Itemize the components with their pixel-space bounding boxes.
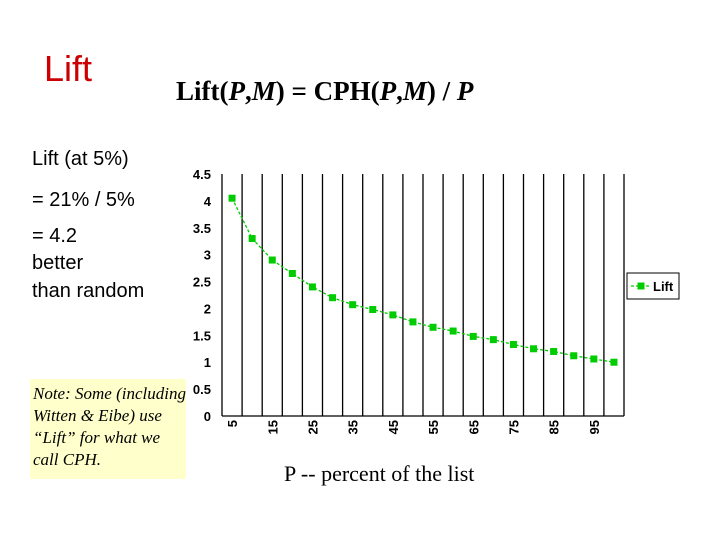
- data-point: [228, 194, 236, 202]
- chart-legend: Lift: [626, 272, 680, 300]
- x-tick-label: 65: [466, 420, 481, 434]
- note-box: Note: Some (including Witten & Eibe) use…: [30, 379, 186, 479]
- calc-line-ratio: = 21% / 5%: [32, 189, 135, 211]
- x-tick-label: 85: [547, 420, 562, 434]
- x-tick-label: 35: [346, 420, 361, 434]
- x-tick-label: 75: [506, 420, 521, 434]
- legend-box: [626, 272, 680, 300]
- x-tick-label: 95: [587, 420, 602, 434]
- y-tick-label: 4: [204, 194, 212, 209]
- data-point: [530, 345, 538, 353]
- y-tick-label: 1.5: [193, 328, 211, 343]
- x-axis-ticks: 5 15 25 35 45 55 65 75 85 95: [225, 420, 602, 434]
- calc-line-result: = 4.2: [32, 225, 78, 247]
- data-point: [489, 336, 497, 344]
- x-axis-caption: P -- percent of the list: [284, 461, 475, 486]
- data-point: [449, 327, 457, 335]
- data-point: [409, 318, 417, 326]
- y-tick-label: 0: [204, 409, 211, 424]
- formula-var-p-3: P: [456, 76, 474, 106]
- data-point: [248, 235, 256, 243]
- data-point: [308, 283, 316, 291]
- data-point: [369, 306, 377, 314]
- data-point: [509, 340, 517, 348]
- lift-series: [228, 194, 618, 366]
- data-point: [570, 352, 578, 360]
- data-point: [349, 301, 357, 309]
- y-tick-label: 1: [204, 355, 211, 370]
- formula-var-m-2: M: [402, 76, 427, 106]
- x-tick-label: 55: [426, 420, 441, 434]
- formula-rhs: ) = CPH(: [275, 76, 380, 106]
- y-tick-label: 4.5: [193, 167, 211, 182]
- data-point: [590, 355, 598, 363]
- calc-line-better: better: [32, 252, 84, 274]
- formula-sep: ,: [244, 76, 252, 106]
- formula-var-p: P: [228, 76, 245, 106]
- y-tick-label: 3.5: [193, 221, 211, 236]
- y-axis-ticks: 0 0.5 1 1.5 2 2.5 3 3.5 4 4.5: [193, 167, 212, 424]
- formula-lhs: Lift(: [176, 76, 229, 106]
- x-tick-label: 15: [265, 420, 280, 434]
- data-point: [268, 256, 276, 264]
- calc-line-random: than random: [32, 280, 145, 302]
- data-point: [469, 332, 477, 340]
- slide-title: Lift: [44, 48, 93, 89]
- formula-sep-2: ,: [396, 76, 403, 106]
- chart-grid: [221, 174, 625, 417]
- y-tick-label: 2.5: [193, 275, 211, 290]
- formula-var-p-2: P: [379, 76, 397, 106]
- formula-var-m: M: [251, 76, 276, 106]
- y-tick-label: 2: [204, 301, 211, 316]
- x-tick-label: 45: [386, 420, 401, 434]
- data-point: [610, 358, 618, 366]
- lift-formula: Lift(P,M) = CPH(P,M) / P: [176, 76, 473, 107]
- y-tick-label: 0.5: [193, 382, 211, 397]
- y-tick-label: 3: [204, 248, 211, 263]
- formula-close: ) /: [426, 76, 457, 106]
- data-point: [550, 347, 558, 355]
- x-tick-label: 5: [225, 420, 240, 427]
- data-point: [389, 311, 397, 319]
- legend-marker: [637, 282, 645, 290]
- data-point: [429, 323, 437, 331]
- legend-label: Lift: [653, 279, 674, 294]
- data-point: [288, 269, 296, 277]
- data-point: [329, 294, 337, 302]
- calc-line-heading: Lift (at 5%): [32, 148, 129, 170]
- x-tick-label: 25: [305, 420, 320, 434]
